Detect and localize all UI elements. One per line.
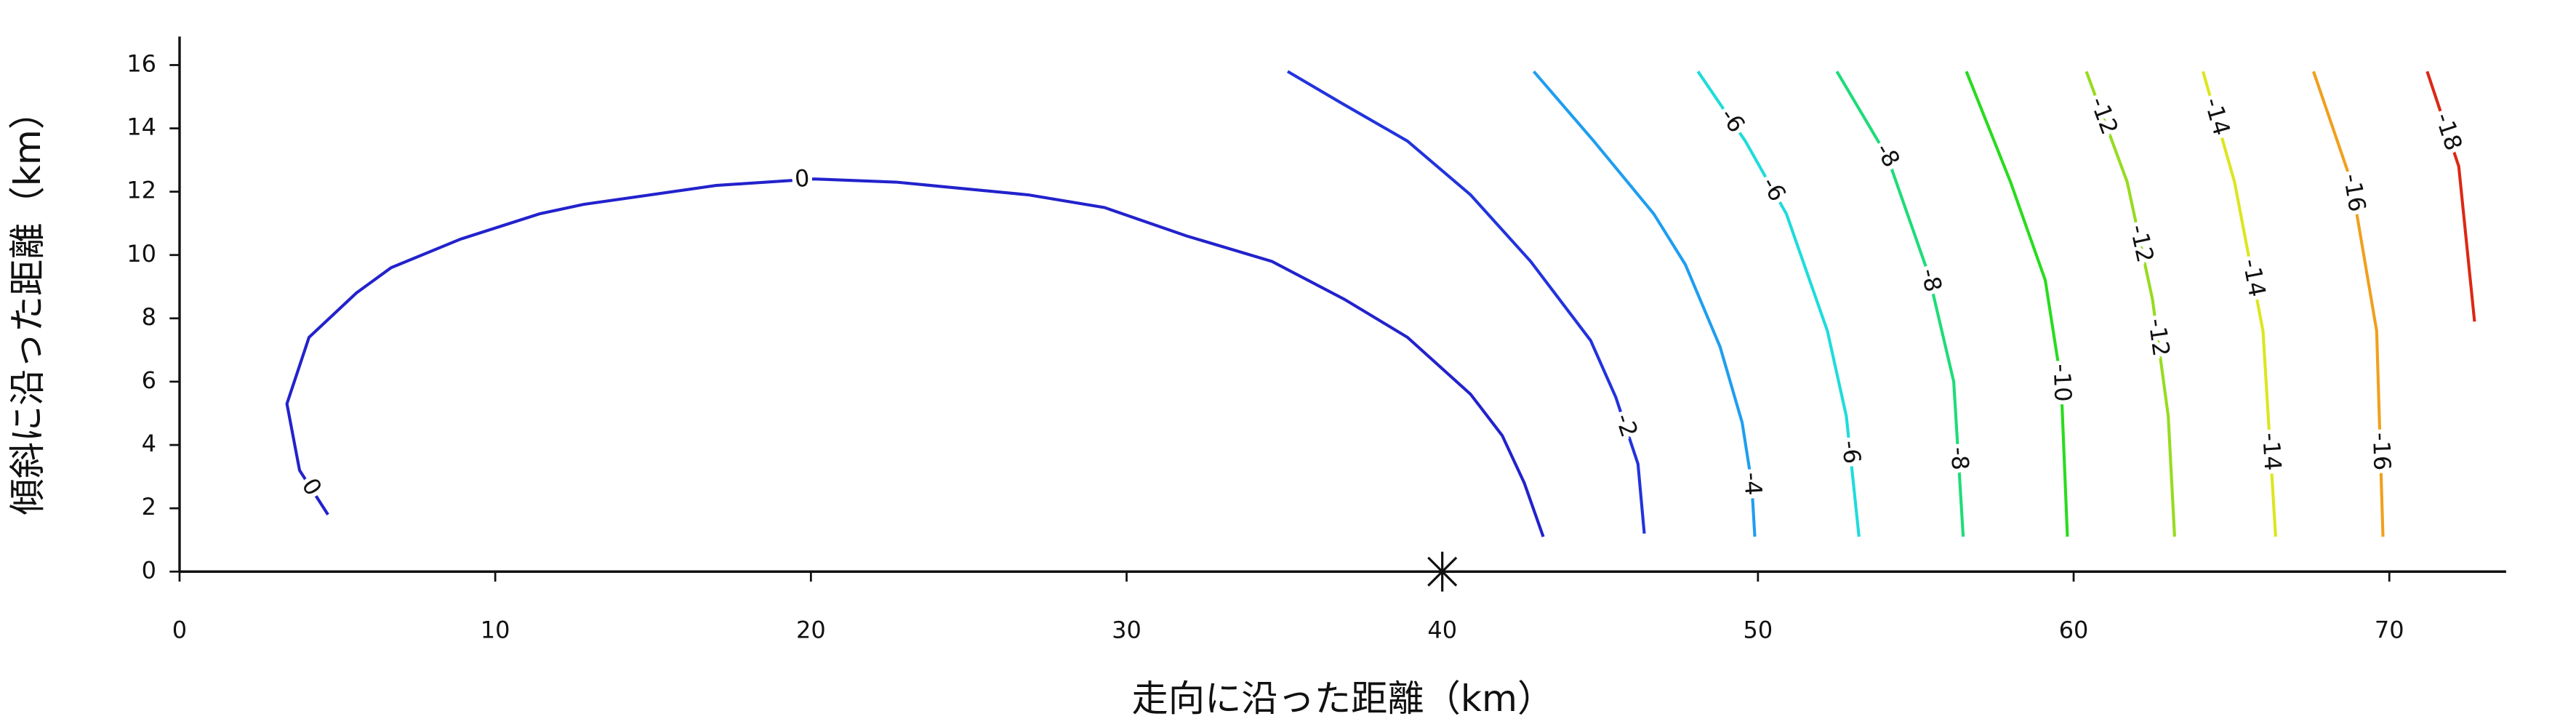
y-tick-label: 16: [127, 49, 156, 77]
y-tick-label: 0: [142, 556, 156, 584]
y-tick-label: 14: [127, 113, 156, 141]
contour-line: [1696, 71, 1861, 537]
contour-label: -6: [1757, 172, 1792, 206]
x-tick-label: 60: [2059, 616, 2089, 644]
contour-label: -8: [1946, 446, 1975, 471]
contour-line: [2312, 71, 2385, 537]
contour-label: -10: [2048, 363, 2077, 403]
y-tick-label: 4: [142, 430, 156, 457]
y-tick-label: 8: [142, 303, 156, 331]
x-tick-label: 10: [481, 616, 510, 644]
x-tick-label: 30: [1112, 616, 1141, 644]
y-axis-label: 傾斜に沿った距離（km）: [6, 93, 49, 515]
x-tick-label: 50: [1744, 616, 1773, 644]
x-tick-label: 20: [796, 616, 826, 644]
marker-stroke: [1427, 556, 1458, 587]
contour-label: -12: [2124, 222, 2159, 265]
contour-label: -6: [1837, 439, 1866, 465]
contour-line: [2201, 71, 2277, 537]
contour-label: -16: [2367, 432, 2396, 470]
contour-label: -12: [2143, 317, 2175, 358]
contour-label: -14: [2199, 95, 2236, 139]
contour-line: [2085, 71, 2176, 537]
y-tick-label: 2: [142, 493, 156, 521]
contour-label: 0: [794, 164, 811, 193]
y-tick-label: 10: [127, 240, 156, 268]
contour-line: [1532, 70, 1757, 537]
epicenter-marker: [1422, 551, 1463, 592]
contour-label: -8: [1915, 265, 1947, 294]
x-tick-label: 40: [1427, 616, 1457, 644]
x-axis-label: 走向に沿った距離（km）: [1132, 677, 1554, 719]
contour-label: -12: [2085, 93, 2124, 138]
contour-label: 0: [297, 473, 328, 501]
contour-label: -8: [1870, 138, 1906, 172]
y-tick-label: 12: [127, 177, 156, 204]
y-tick-label: 6: [142, 366, 156, 394]
contour-label: -18: [2430, 109, 2468, 154]
x-tick-label: 70: [2375, 616, 2404, 644]
contour-label: -16: [2338, 172, 2372, 214]
x-tick-label: 0: [172, 616, 187, 644]
contour-label: -14: [2257, 432, 2287, 471]
contour-line: [1965, 71, 2069, 537]
contour-line: [1835, 71, 1965, 537]
contour-line: [1286, 70, 1646, 534]
contour-line: [2425, 71, 2476, 322]
contour-label: -2: [1610, 410, 1643, 441]
contour-label: -4: [1738, 471, 1768, 496]
contour-line: [285, 177, 1545, 537]
contour-label: -14: [2237, 257, 2271, 299]
contour-label: -6: [1715, 103, 1751, 137]
